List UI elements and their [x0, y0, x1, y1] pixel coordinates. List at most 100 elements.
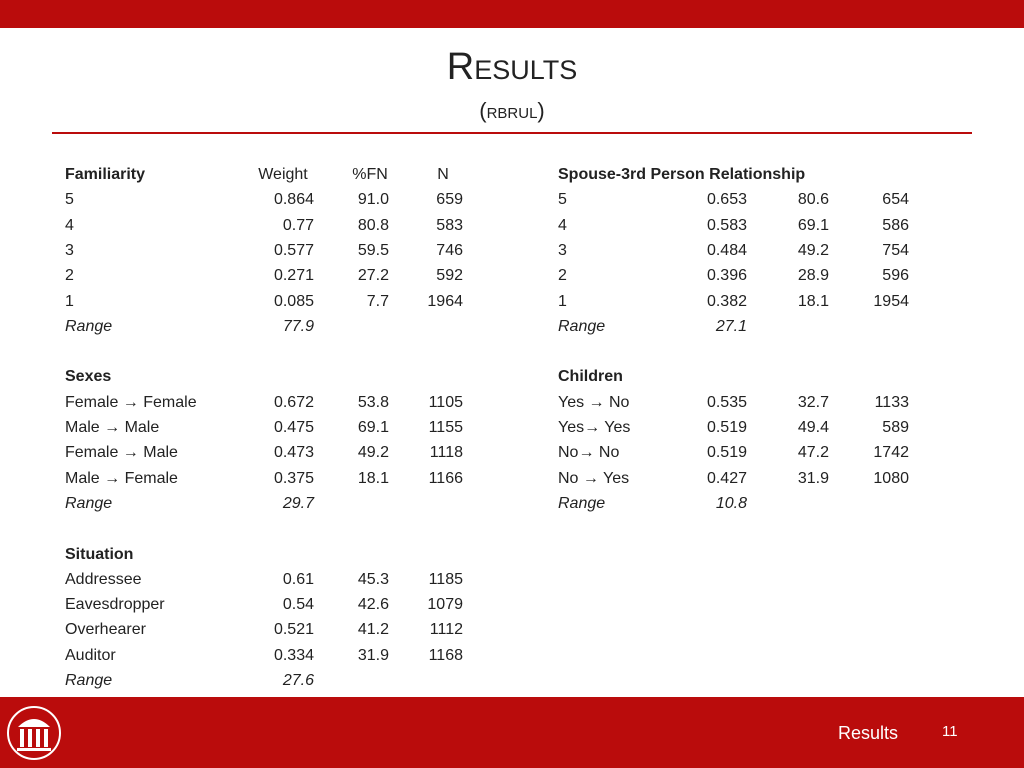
cell: 1964	[427, 292, 463, 310]
cell: 49.2	[357, 444, 389, 462]
cell: 49.4	[797, 419, 829, 436]
range-label: Range	[65, 672, 113, 689]
cell: 32.7	[797, 393, 829, 411]
cell: 0.672	[273, 393, 314, 411]
range-label: Range	[65, 494, 113, 512]
group-title: Situation	[65, 545, 134, 563]
cell: 654	[882, 191, 909, 209]
cell: 0.519	[706, 419, 747, 436]
cell: 1954	[873, 292, 909, 310]
cell: 1133	[874, 393, 909, 411]
row-label: Male → Female	[65, 469, 178, 487]
cell: 59.5	[357, 241, 389, 259]
cell: 0.54	[282, 596, 314, 614]
row-label: Female → Male	[65, 444, 178, 462]
cell: 0.473	[273, 444, 314, 462]
range-value: 77.9	[282, 317, 314, 335]
cell: 0.484	[706, 241, 747, 259]
row-label: Female → Female	[65, 393, 197, 411]
cell: 1105	[428, 393, 463, 411]
cell: 49.2	[797, 241, 829, 259]
footer-band	[0, 697, 1024, 768]
cell: 583	[436, 216, 463, 234]
footer-label: Results	[838, 723, 899, 743]
cell: 53.8	[357, 393, 389, 411]
top-band	[0, 0, 1024, 28]
cell: 0.375	[273, 469, 314, 487]
row-label: 4	[65, 216, 74, 234]
cell: 1168	[428, 646, 463, 664]
row-label: Yes→ Yes	[558, 419, 631, 436]
cell: 659	[436, 191, 463, 209]
cell: 1118	[429, 444, 463, 462]
cell: 18.1	[357, 469, 389, 487]
range-value: 27.1	[715, 317, 747, 335]
cell: 18.1	[797, 292, 829, 310]
cell: 1079	[427, 596, 463, 614]
row-label: Auditor	[65, 646, 116, 664]
row-label: Male → Male	[65, 419, 160, 436]
cell: 0.271	[273, 267, 314, 285]
row-label: 1	[65, 292, 74, 310]
range-label: Range	[558, 494, 606, 512]
cell: 31.9	[797, 469, 829, 487]
cell: 28.9	[797, 267, 829, 285]
cell: 0.382	[706, 292, 747, 310]
cell: 586	[882, 216, 909, 234]
cell: 596	[882, 267, 909, 285]
row-label: No → Yes	[558, 469, 630, 487]
cell: 0.521	[273, 621, 314, 639]
cell: 0.519	[706, 444, 747, 462]
row-label: 5	[558, 191, 567, 209]
cell: 91.0	[357, 191, 389, 209]
cell: 7.7	[366, 292, 389, 310]
row-label: Eavesdropper	[65, 596, 165, 614]
slide-subtitle: (rbrul)	[479, 98, 545, 123]
cell: 80.8	[357, 216, 389, 234]
cell: 80.6	[797, 191, 829, 209]
cell: 0.334	[273, 646, 314, 664]
title-rule	[52, 132, 972, 134]
cell: 0.427	[706, 469, 747, 487]
column-header: Weight	[258, 166, 308, 183]
row-label: 3	[65, 241, 74, 259]
slide-title: Results	[446, 46, 578, 88]
cell: 41.2	[357, 621, 389, 639]
cell: 47.2	[797, 444, 829, 462]
cell: 0.864	[273, 191, 314, 209]
range-label: Range	[65, 317, 113, 335]
cell: 1185	[428, 570, 463, 588]
column-header: N	[437, 166, 449, 183]
cell: 0.475	[273, 419, 314, 436]
range-value: 27.6	[282, 672, 314, 689]
row-label: Yes → No	[558, 393, 630, 411]
logo	[7, 706, 61, 760]
cell: 589	[882, 419, 909, 436]
cell: 1166	[428, 469, 463, 487]
row-label: 4	[558, 216, 567, 234]
cell: 42.6	[357, 596, 389, 614]
cell: 31.9	[357, 646, 389, 664]
row-label: 5	[65, 191, 74, 209]
group-title: Sexes	[65, 368, 112, 386]
group-title: Spouse-3rd Person Relationship	[558, 166, 806, 183]
cell: 0.535	[706, 393, 747, 411]
page-number: 11	[942, 723, 958, 740]
range-value: 10.8	[715, 494, 747, 512]
row-label: 2	[65, 267, 74, 285]
row-label: Overhearer	[65, 621, 146, 639]
cell: 0.396	[706, 267, 747, 285]
column-header: %FN	[352, 166, 388, 183]
cell: 1112	[429, 621, 463, 639]
range-label: Range	[558, 317, 606, 335]
cell: 0.085	[273, 292, 314, 310]
cell: 1080	[873, 469, 909, 487]
row-label: No→ No	[558, 444, 620, 462]
cell: 746	[436, 241, 463, 259]
range-value: 29.7	[282, 494, 314, 512]
cell: 69.1	[357, 419, 389, 436]
cell: 1155	[428, 419, 463, 436]
cell: 592	[436, 267, 463, 285]
group-title: Children	[558, 368, 623, 386]
cell: 45.3	[357, 570, 389, 588]
